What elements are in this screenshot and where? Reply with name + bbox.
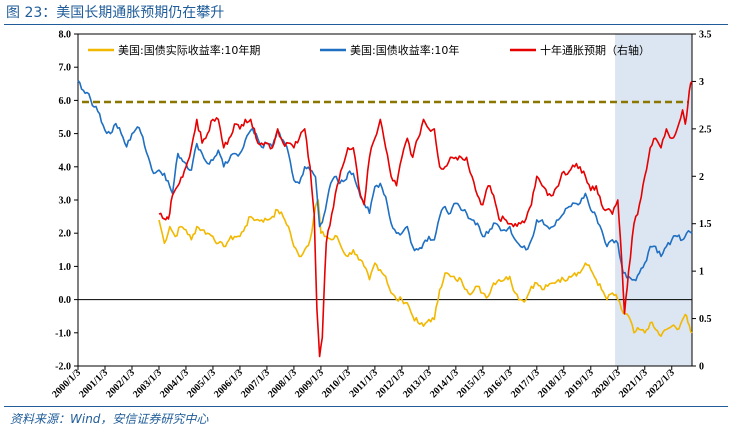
title-divider [4,24,728,25]
x-tick-label: 2021/1/3 [617,367,650,400]
source-divider [4,406,728,407]
plot-area [77,33,693,367]
right-tick-label: 0 [699,362,704,373]
x-tick-label: 2004/1/3 [158,367,191,400]
x-tick-label: 2003/1/3 [131,367,164,400]
real-yield-line [158,199,693,337]
left-tick-label: 5.0 [59,129,72,140]
right-axis: 3.5 3 2.5 2 1.5 1 0.5 0 [692,30,712,373]
x-tick-label: 2018/1/3 [536,367,569,400]
left-tick-label: 2.0 [59,229,72,240]
left-tick-label: 3.0 [59,196,72,207]
left-tick-label: 4.0 [59,162,72,173]
left-tick-label: 7.0 [59,63,72,74]
chart: 8.07.06.05.04.03.02.01.00.0-1.0-2.0 3.53… [50,30,712,401]
left-tick-label: 0.0 [59,295,72,306]
x-tick-label: 2013/1/3 [401,367,434,400]
x-tick-label: 2001/1/3 [77,367,110,400]
inflation-expectation-line [158,80,693,358]
right-tick-label: 0.5 [699,314,712,325]
legend-inflation-expectation-label: 十年通胀预期（右轴） [540,43,650,57]
figure-title: 图 23：美国长期通胀预期仍在攀升 [6,2,224,22]
x-tick-label: 2020/1/3 [590,367,623,400]
x-tick-label: 2010/1/3 [320,367,353,400]
legend: 美国:国债实际收益率:10年期 美国:国债收益率:10年 十年通胀预期（右轴） [88,43,650,57]
x-tick-label: 2016/1/3 [482,367,515,400]
x-tick-label: 2007/1/3 [239,367,272,400]
x-tick-label: 2002/1/3 [104,367,137,400]
source-note: 资料来源：Wind，安信证券研究中心 [10,412,209,426]
x-axis: 2000/1/32001/1/32002/1/32003/1/32004/1/3… [50,366,677,400]
x-tick-label: 2012/1/3 [374,367,407,400]
right-tick-label: 3.5 [699,30,712,41]
figure-title-text: 美国长期通胀预期仍在攀升 [56,5,225,21]
legend-nominal-yield-label: 美国:国债收益率:10年 [350,43,459,57]
right-tick-label: 2.5 [699,124,712,135]
right-tick-label: 1 [699,267,704,278]
x-tick-label: 2009/1/3 [293,367,326,400]
right-tick-label: 1.5 [699,219,712,230]
right-tick-label: 2 [699,172,704,183]
x-tick-label: 2014/1/3 [428,367,461,400]
right-tick-label: 3 [699,77,704,88]
nominal-yield-line [77,79,693,282]
series-layer [77,79,693,358]
x-tick-label: 2022/1/3 [644,367,677,400]
x-tick-label: 2006/1/3 [212,367,245,400]
left-tick-label: -1.0 [55,328,71,339]
x-tick-label: 2015/1/3 [455,367,488,400]
left-axis: 8.0 7.0 6.0 5.0 4.0 3.0 2.0 1.0 0.0 -1.0 -2.0 [55,30,78,373]
x-tick-label: 2019/1/3 [563,367,596,400]
legend-real-yield-label: 美国:国债实际收益率:10年期 [118,43,260,57]
left-tick-label: -2.0 [55,362,71,373]
x-tick-label: 2011/1/3 [347,367,380,400]
left-tick-label: 6.0 [59,96,72,107]
x-tick-label: 2017/1/3 [509,367,542,400]
left-tick-label: 1.0 [59,262,72,273]
x-tick-label: 2008/1/3 [266,367,299,400]
left-tick-label: 8.0 [59,30,72,41]
shaded-period [615,34,692,366]
figure-label: 图 23： [6,5,57,21]
x-tick-label: 2005/1/3 [185,367,218,400]
